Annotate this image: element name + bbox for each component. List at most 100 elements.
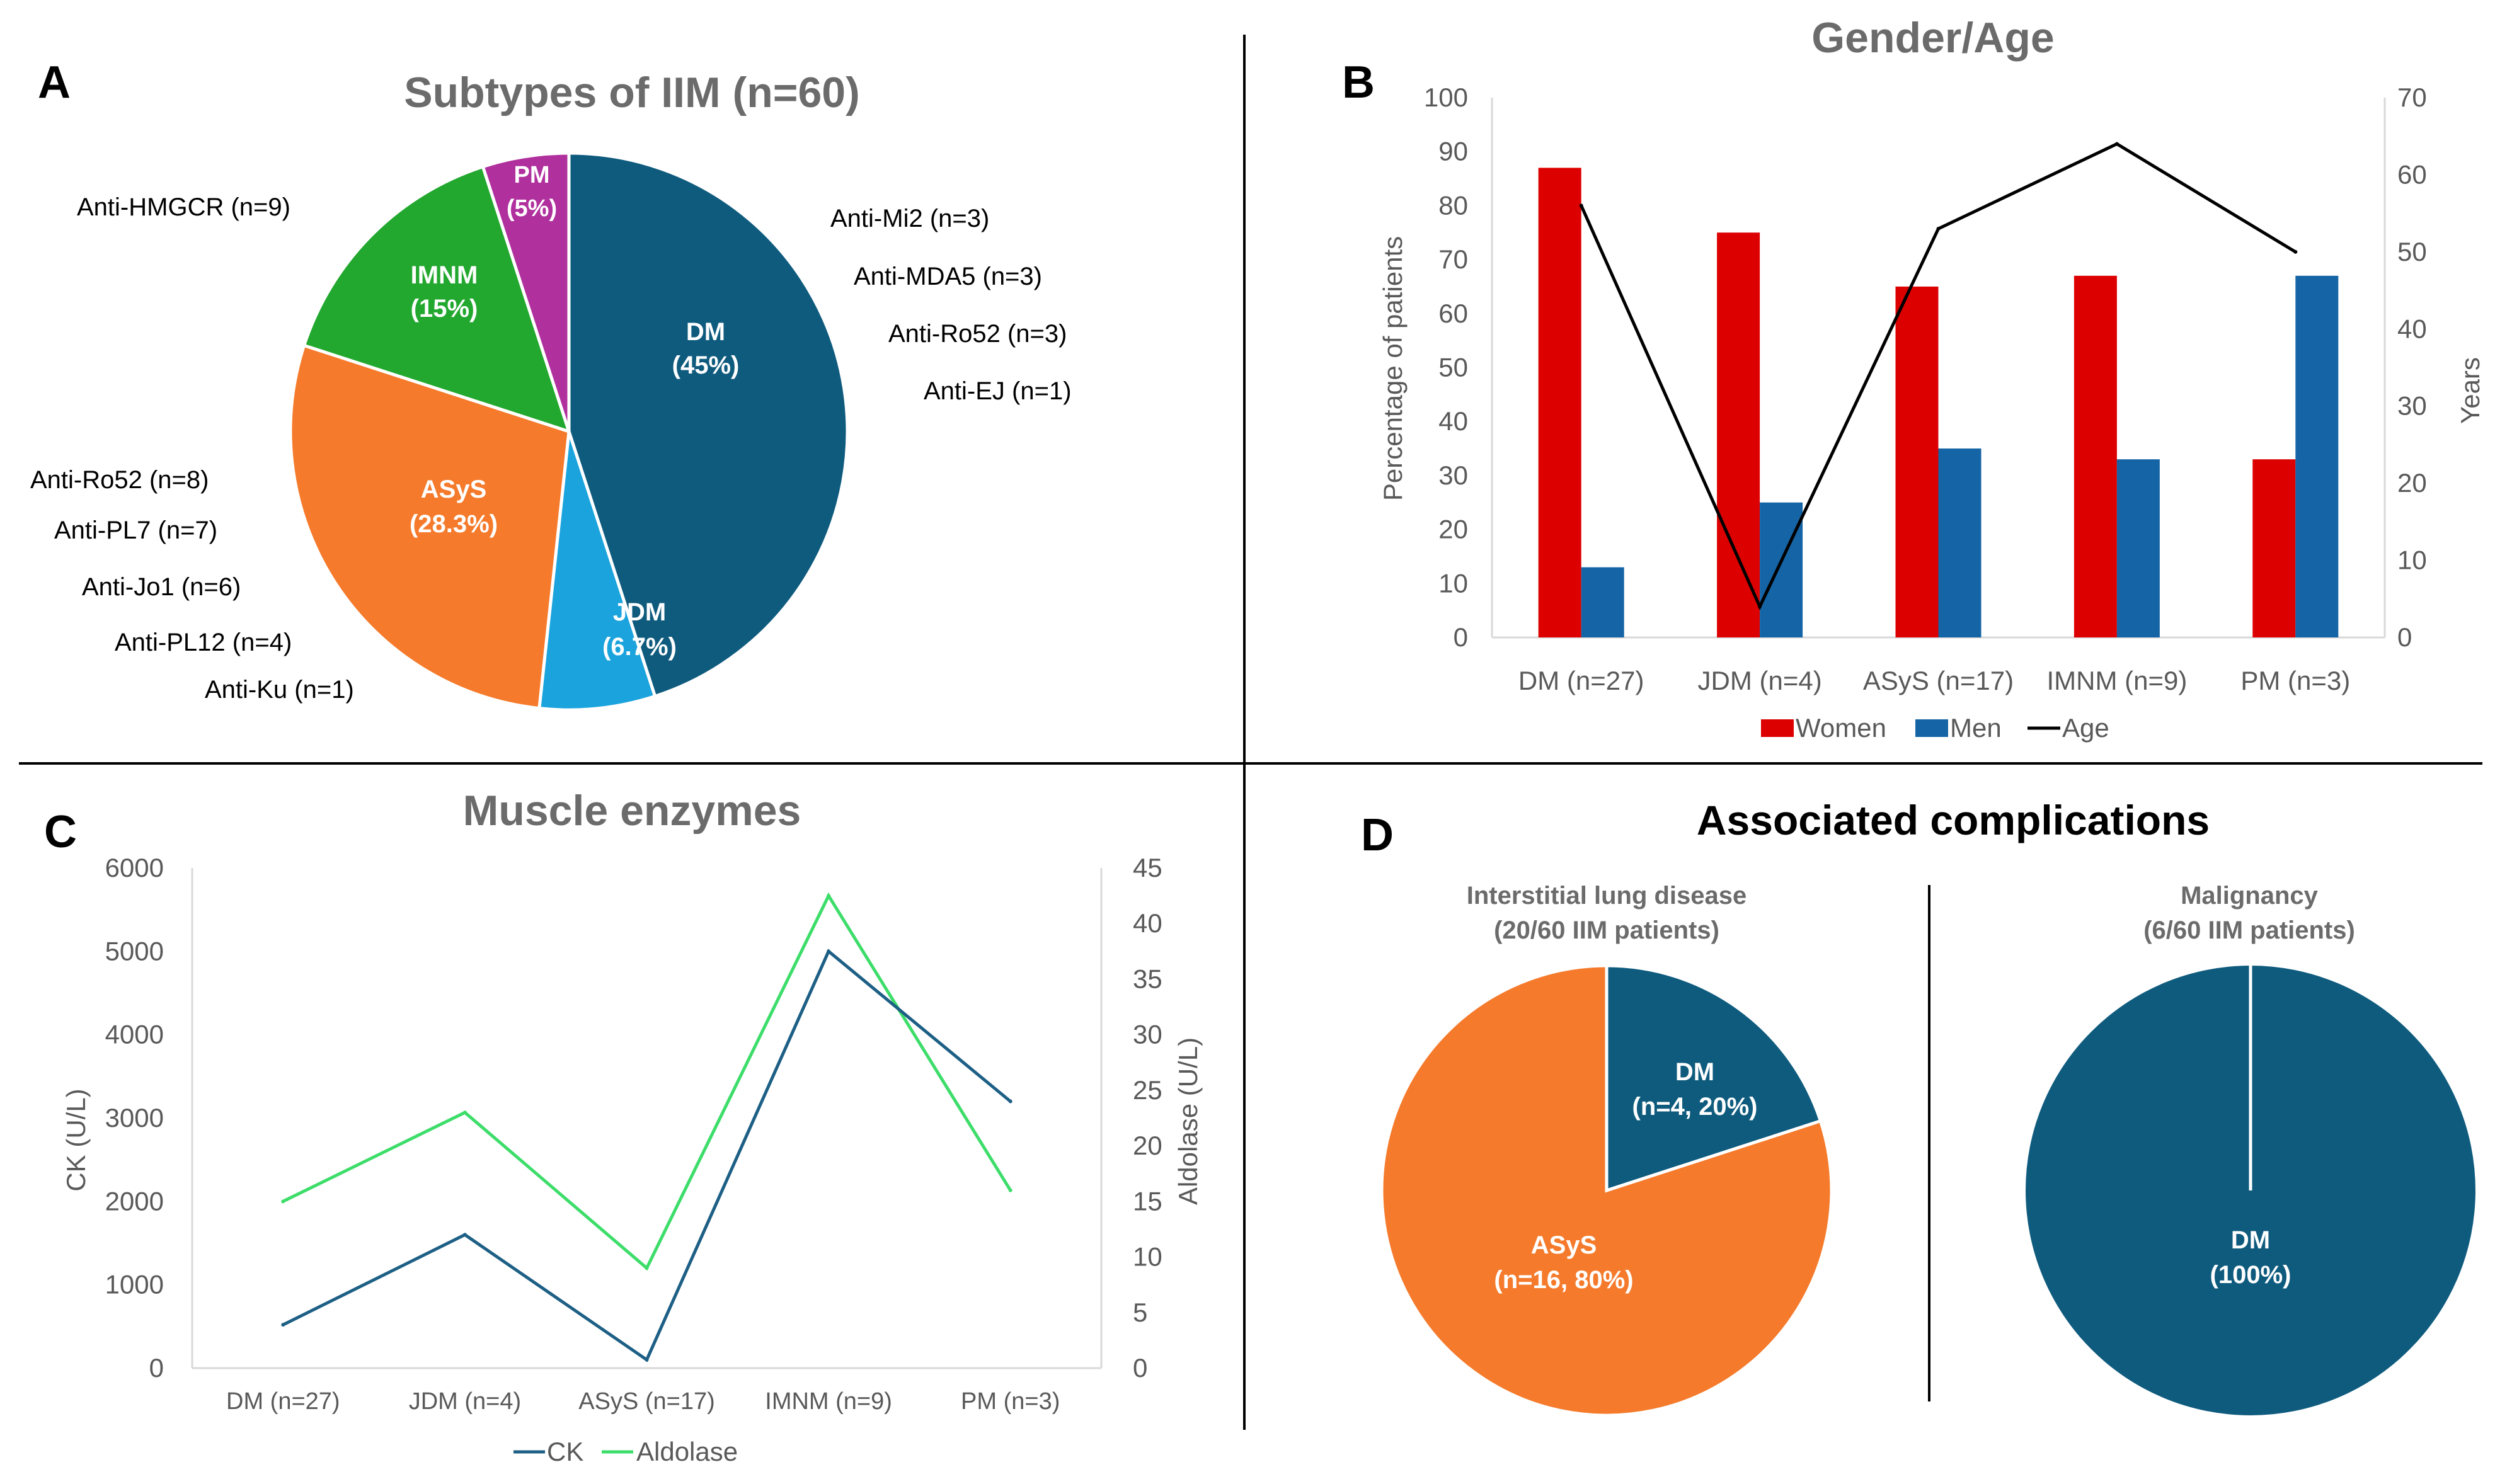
annotation-anti-ku: Anti-Ku (n=1) [205, 676, 354, 704]
bar-women [1538, 168, 1581, 637]
aldolase-line [282, 892, 1012, 1271]
bar-women [2073, 275, 2117, 637]
panel-c-muscle-enzymes-chart: Muscle enzymes 0 1000 2000 3000 4000 5000 6000… [61, 787, 1203, 1466]
malignancy-title-line1: Malignancy [2181, 882, 2319, 910]
chart-c-y-tick: 3000 [105, 1103, 164, 1133]
annotation-anti-ro52-dm: Anti-Ro52 (n=3) [888, 320, 1067, 348]
annotation-anti-hmgcr: Anti-HMGCR (n=9) [77, 193, 290, 221]
asys-antibody-annotations: Anti-Ro52 (n=8) Anti-PL7 (n=7) Anti-Jo1 … [30, 466, 354, 704]
bar-women [1895, 286, 1939, 637]
chart-c-legend: CK Aldolase [513, 1437, 738, 1466]
chart-b-x-tick: DM (n=27) [1518, 666, 1644, 695]
bar-men [2116, 459, 2160, 637]
legend-label-aldolase: Aldolase [636, 1437, 738, 1466]
malignancy-slice-detail-dm: (100%) [2210, 1261, 2291, 1289]
age-point [2114, 142, 2119, 146]
chart-b-legend: Women Men Age [1761, 713, 2109, 743]
age-point [1579, 203, 1583, 208]
chart-c-y-tick: 6000 [105, 853, 164, 882]
chart-c-y-tick: 1000 [105, 1270, 164, 1299]
slice-label-imnm: IMNM [411, 261, 478, 289]
legend-label-women: Women [1796, 713, 1886, 743]
pie-malignancy [2026, 966, 2475, 1415]
malignancy-title-line2: (6/60 IIM patients) [2143, 916, 2355, 944]
chart-d-title: Associated complications [1697, 797, 2210, 843]
dm-antibody-annotations: Anti-Mi2 (n=3) Anti-MDA5 (n=3) Anti-Ro52… [830, 205, 1072, 405]
chart-c-x-tick: DM (n=27) [226, 1388, 340, 1415]
chart-c-y-axis-label: CK (U/L) [61, 1088, 91, 1191]
chart-b-y2-tick: 60 [2397, 159, 2427, 189]
slice-label-dm: DM [686, 318, 725, 346]
ild-slice-label-asys: ASyS [1531, 1231, 1597, 1259]
age-point [1758, 605, 1762, 609]
chart-b-y-tick: 90 [1438, 137, 1468, 166]
chart-b-y-tick: 0 [1454, 622, 1468, 652]
chart-b-y2-tick: 0 [2397, 622, 2412, 652]
chart-c-y2-tick: 45 [1133, 853, 1162, 882]
chart-b-y2-tick: 10 [2397, 545, 2427, 575]
ild-slice-label-dm: DM [1675, 1058, 1714, 1086]
chart-c-x-tick: ASyS (n=17) [578, 1388, 715, 1415]
pie-a [289, 151, 849, 712]
chart-c-y2-tick: 40 [1133, 908, 1162, 938]
bar-men [1760, 502, 1803, 637]
chart-b-title: Gender/Age [1811, 14, 2054, 62]
chart-c-x-tick: PM (n=3) [961, 1388, 1060, 1415]
chart-b-x-tick: JDM (n=4) [1697, 666, 1821, 695]
panel-label-b: B [1342, 57, 1375, 108]
chart-b-y2-tick: 30 [2397, 391, 2427, 421]
chart-b-x-tick: ASyS (n=17) [1863, 666, 2014, 695]
slice-label-pm: PM [514, 162, 550, 188]
ild-title-line2: (20/60 IIM patients) [1494, 916, 1719, 944]
aldolase-point [827, 894, 831, 898]
bar-men [1581, 567, 1624, 637]
chart-c-title: Muscle enzymes [463, 787, 801, 835]
panel-label-d: D [1361, 810, 1394, 860]
chart-c-x-tick: JDM (n=4) [409, 1388, 521, 1415]
ild-slice-detail-asys: (n=16, 80%) [1494, 1266, 1633, 1294]
bar-men [1938, 448, 1982, 637]
age-point [2293, 249, 2298, 254]
malignancy-slice-label-dm: DM [2231, 1226, 2270, 1254]
annotation-anti-pl7: Anti-PL7 (n=7) [54, 517, 217, 544]
chart-c-y2-tick: 20 [1133, 1131, 1162, 1160]
chart-c-plot: 0 1000 2000 3000 4000 5000 6000 0 5 10 15 20 25 30 35 4… [105, 853, 1162, 1415]
chart-b-y2-tick: 70 [2397, 83, 2427, 112]
aldolase-point [645, 1266, 649, 1270]
chart-b-y2-tick: 40 [2397, 314, 2427, 343]
annotation-anti-pl12: Anti-PL12 (n=4) [115, 629, 292, 656]
legend-swatch-men [1915, 719, 1948, 737]
chart-c-y2-tick: 10 [1133, 1242, 1162, 1272]
pie-ild-slice-dm [1605, 964, 1823, 1193]
pie-a-slice-imnm [302, 164, 571, 434]
chart-b-plot: 0 10 20 30 40 50 60 70 80 90 100 0 10 20 30 40 50 60 70 DM … [1424, 83, 2427, 695]
chart-b-y-axis-label: Percentage of patients [1378, 236, 1408, 501]
annotation-anti-ej: Anti-EJ (n=1) [924, 377, 1072, 405]
ck-point [645, 1357, 649, 1362]
chart-b-x-tick: PM (n=3) [2240, 666, 2350, 695]
chart-c-y-tick: 0 [149, 1353, 164, 1383]
chart-b-x-tick: IMNM (n=9) [2046, 666, 2187, 695]
slice-label-asys: ASyS [421, 476, 487, 503]
ck-point [827, 949, 831, 954]
annotation-anti-mda5: Anti-MDA5 (n=3) [854, 263, 1042, 290]
slice-label-jdm: JDM [613, 598, 666, 626]
pie-a-slice-dm [567, 151, 849, 699]
annotation-anti-mi2: Anti-Mi2 (n=3) [830, 205, 989, 232]
pie-a-slice-labels: DM (45%) JDM (6.7%) ASyS (28.3%) IMNM (1… [410, 162, 739, 661]
panel-a-subtypes-pie: Subtypes of IIM (n=60) DM (45%) JDM (6.7… [30, 69, 1072, 712]
slice-percent-imnm: (15%) [411, 295, 478, 322]
chart-c-y2-tick: 15 [1133, 1186, 1162, 1216]
chart-b-y-tick: 100 [1424, 83, 1468, 112]
ck-point [462, 1233, 467, 1237]
chart-b-y-tick: 30 [1438, 460, 1468, 490]
chart-b-y2-tick: 50 [2397, 237, 2427, 266]
chart-c-x-tick: IMNM (n=9) [765, 1388, 892, 1415]
chart-c-y2-tick: 35 [1133, 964, 1162, 993]
chart-c-y-tick: 5000 [105, 936, 164, 966]
chart-c-y-tick: 4000 [105, 1020, 164, 1049]
ck-point [281, 1323, 285, 1327]
chart-c-y2-tick: 30 [1133, 1020, 1162, 1049]
